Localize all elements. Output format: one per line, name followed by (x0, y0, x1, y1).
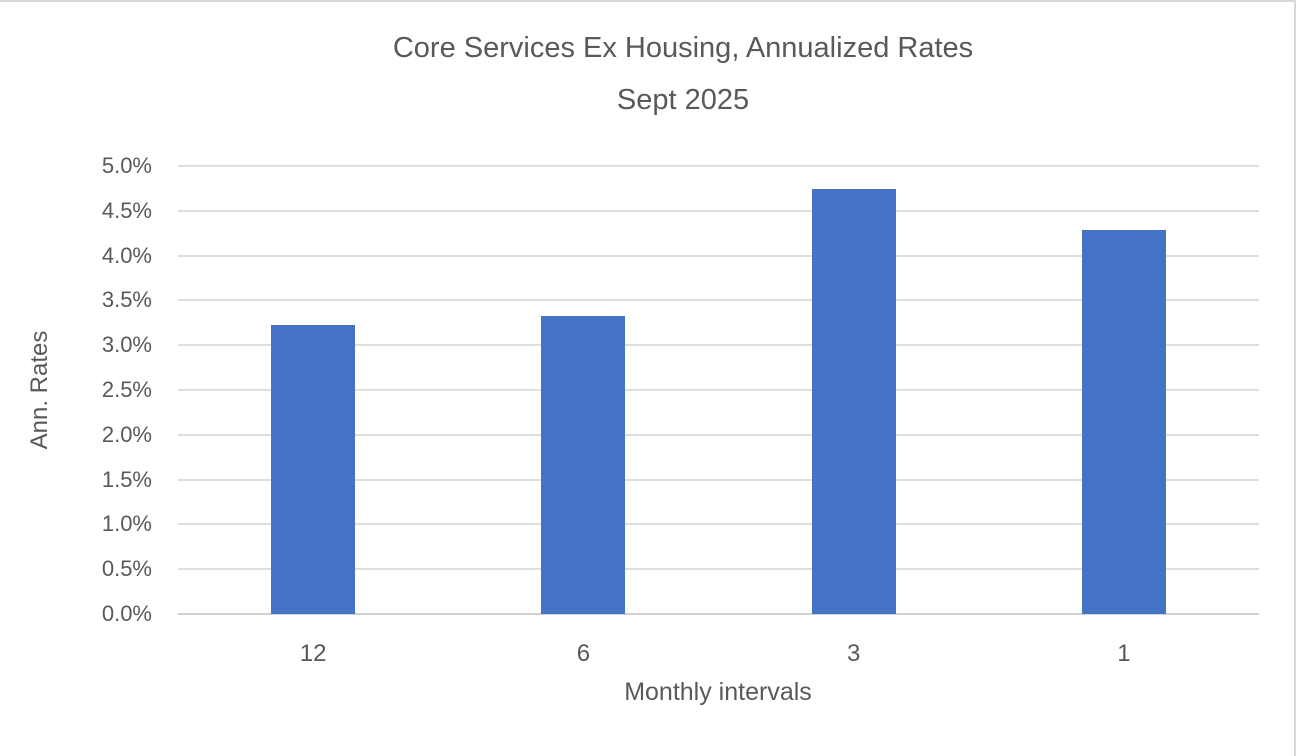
gridline (178, 299, 1259, 302)
gridline (178, 209, 1259, 212)
bar-1[interactable] (1081, 229, 1166, 614)
chart-title-block: Core Services Ex Housing, Annualized Rat… (72, 22, 1294, 126)
gridline (178, 344, 1259, 347)
gridline (178, 568, 1259, 571)
gridline (178, 389, 1259, 391)
y-tick-label: 3.0% (101, 332, 152, 358)
gridline (178, 165, 1259, 167)
bar-3[interactable] (811, 189, 896, 614)
x-axis-line (178, 613, 1259, 615)
y-tick-label: 0.0% (101, 601, 152, 626)
y-tick-label: 2.5% (101, 377, 152, 402)
chart-title: Core Services Ex Housing, Annualized Rat… (392, 32, 974, 64)
bar-12[interactable] (271, 324, 356, 614)
y-tick-label: 4.5% (101, 197, 152, 223)
y-tick-label: 1.5% (101, 466, 152, 492)
x-tick-label: 3 (846, 640, 861, 667)
x-tick-label: 6 (576, 640, 591, 667)
gridline (178, 523, 1259, 526)
y-tick-label: 4.0% (101, 242, 152, 268)
bar-6[interactable] (541, 315, 626, 614)
y-tick-label: 2.0% (101, 421, 152, 447)
y-tick-label: 1.0% (101, 511, 152, 537)
y-tick-label: 0.5% (101, 556, 152, 582)
x-tick-label: 12 (299, 640, 327, 667)
y-tick-label: 3.5% (101, 287, 152, 313)
y-tick-label: 5.0% (101, 153, 152, 178)
x-tick-label: 1 (1117, 640, 1131, 667)
x-axis-title: Monthly intervals (624, 678, 812, 706)
gridline (178, 433, 1259, 436)
gridline (178, 254, 1259, 257)
gridline (178, 478, 1259, 481)
chart-subtitle: Sept 2025 (616, 84, 750, 116)
